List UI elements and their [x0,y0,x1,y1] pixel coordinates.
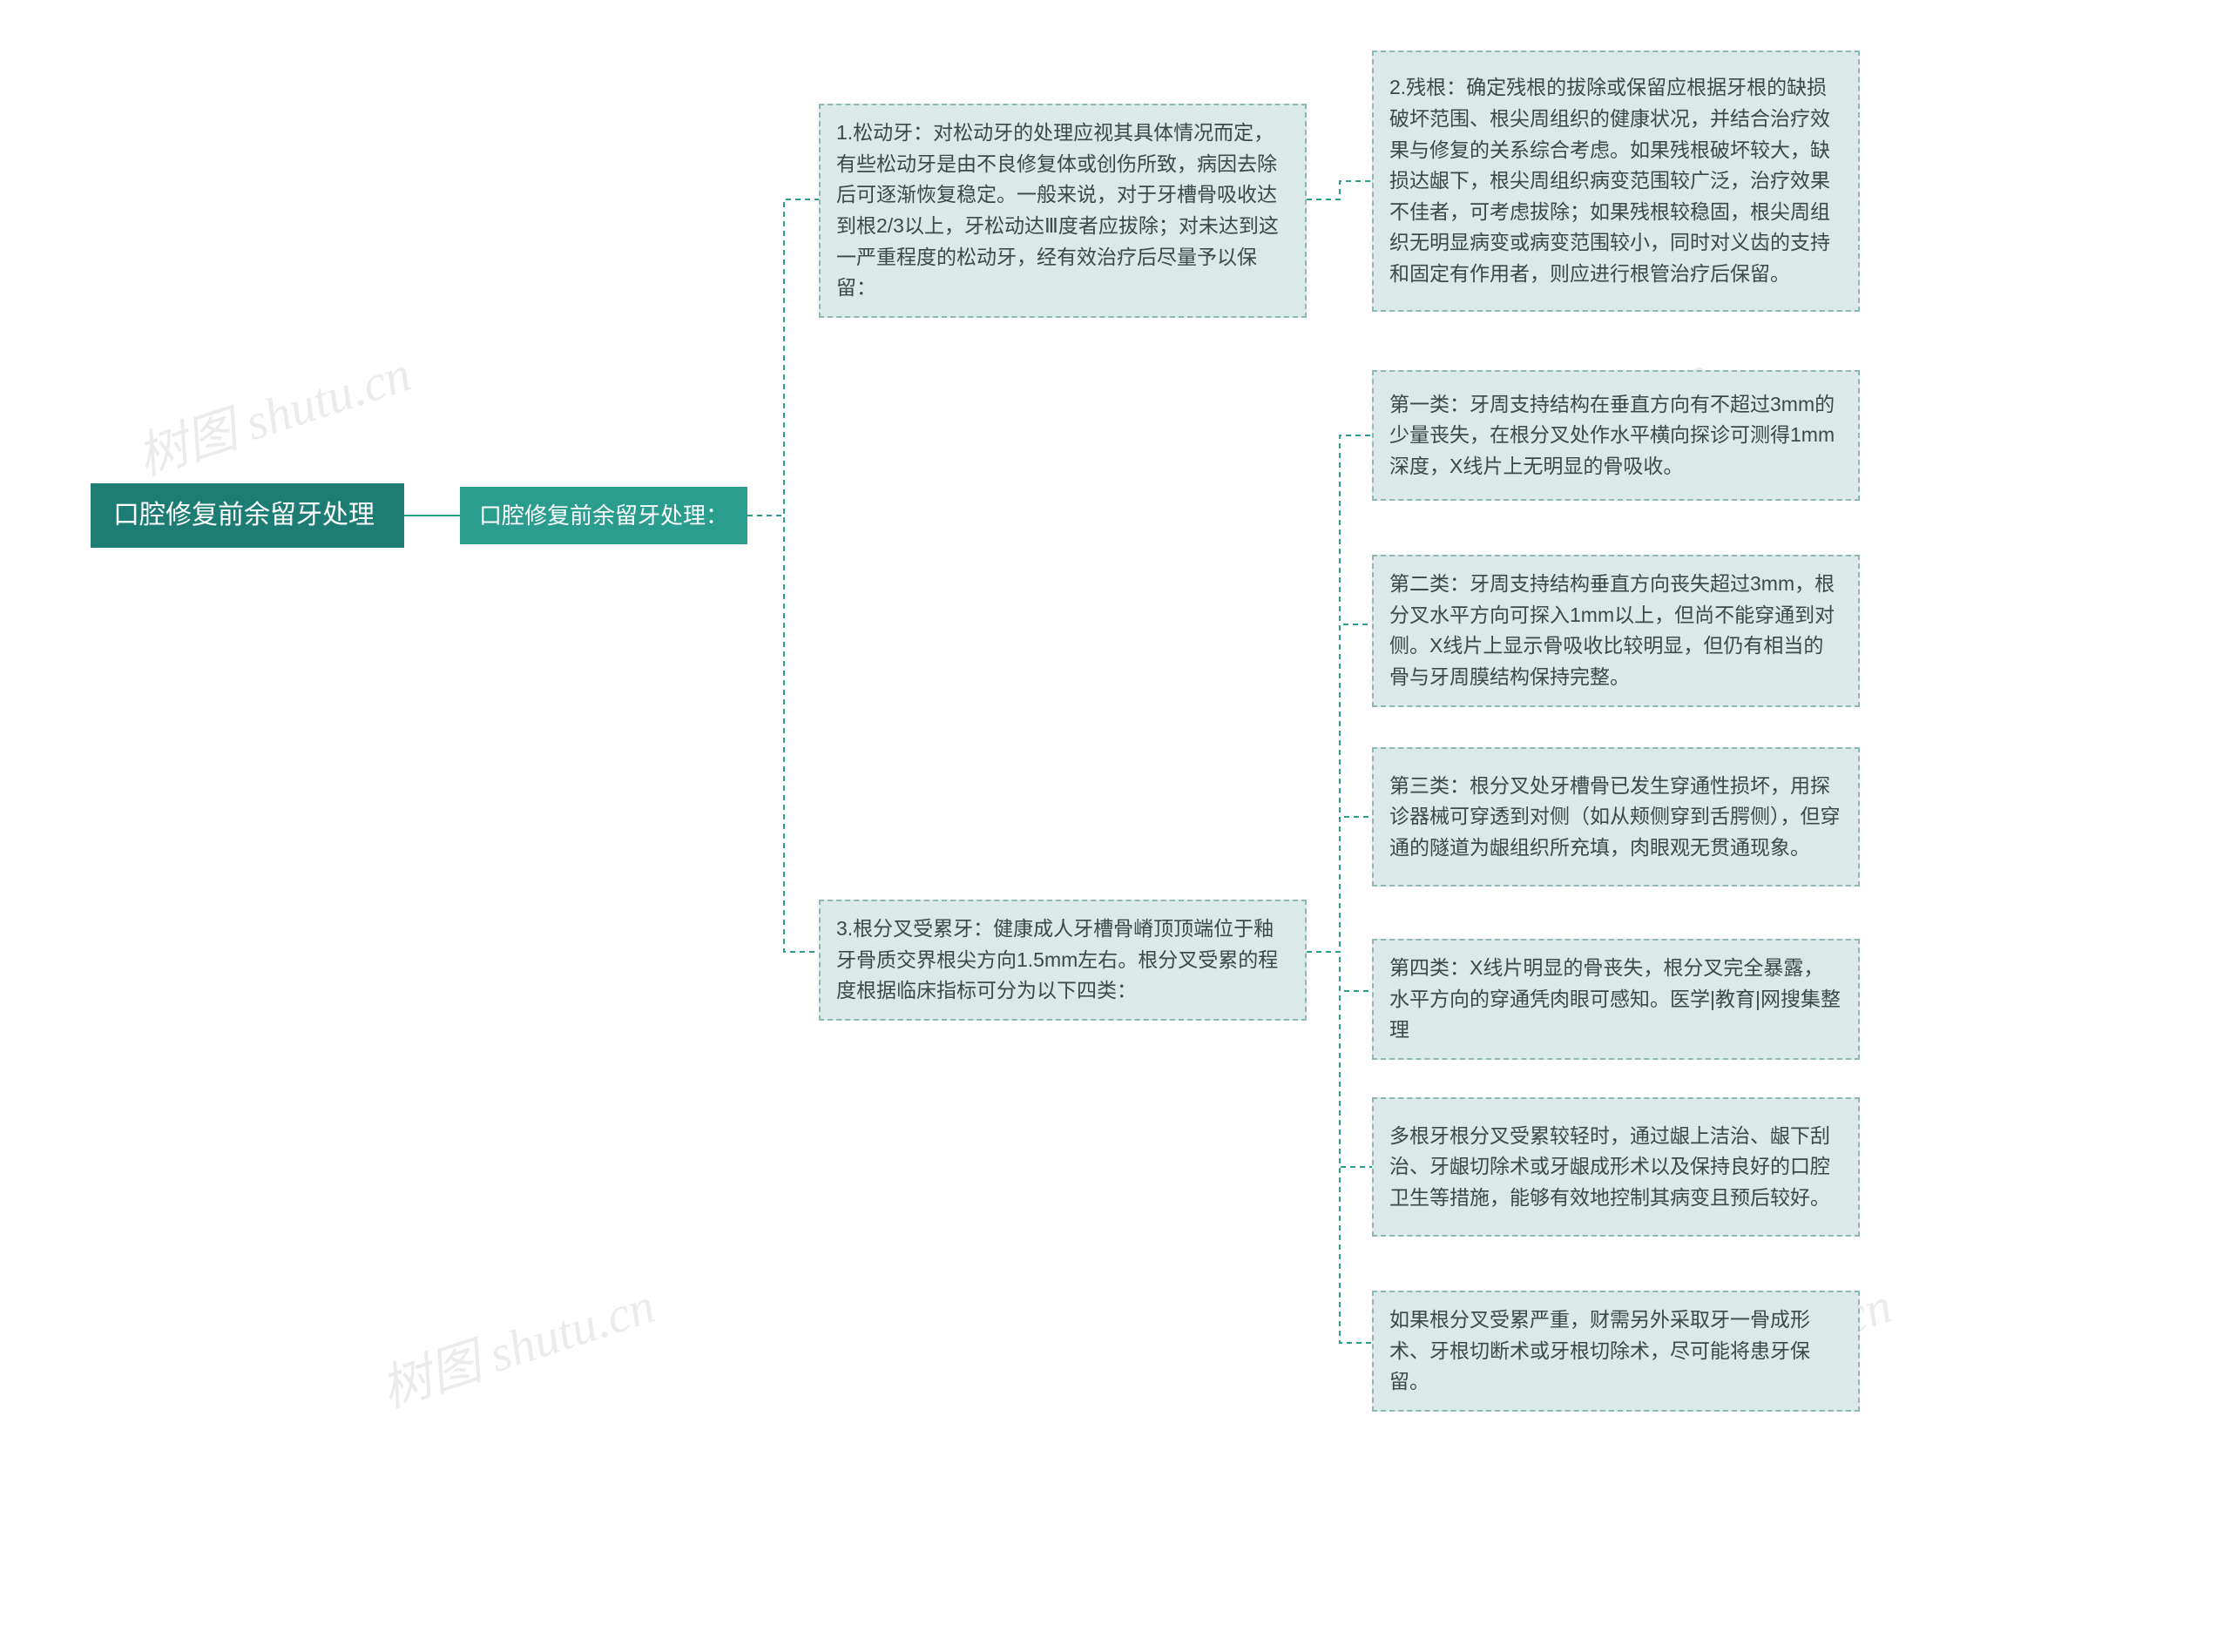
level2-node[interactable]: 口腔修复前余留牙处理： [460,487,747,544]
level3-node-furcation[interactable]: 3.根分叉受累牙：健康成人牙槽骨嵴顶顶端位于釉牙骨质交界根尖方向1.5mm左右。… [819,900,1307,1021]
level4-node-class4[interactable]: 第四类：X线片明显的骨丧失，根分叉完全暴露，水平方向的穿通凭肉眼可感知。医学|教… [1372,939,1860,1060]
root-label: 口腔修复前余留牙处理 [113,496,375,536]
level4-label: 如果根分叉受累严重，财需另外采取牙一骨成形术、牙根切断术或牙根切除术，尽可能将患… [1389,1305,1842,1398]
root-node[interactable]: 口腔修复前余留牙处理 [91,483,404,548]
level4-label: 第二类：牙周支持结构垂直方向丧失超过3mm，根分叉水平方向可探入1mm以上，但尚… [1389,569,1842,693]
level4-node-severe-treatment[interactable]: 如果根分叉受累严重，财需另外采取牙一骨成形术、牙根切断术或牙根切除术，尽可能将患… [1372,1291,1860,1412]
level2-label: 口腔修复前余留牙处理： [479,498,728,533]
level3-label: 1.松动牙：对松动牙的处理应视其具体情况而定，有些松动牙是由不良修复体或创伤所致… [836,118,1289,304]
watermark: 树图 shutu.cn [126,333,418,489]
level4-node-class2[interactable]: 第二类：牙周支持结构垂直方向丧失超过3mm，根分叉水平方向可探入1mm以上，但尚… [1372,555,1860,707]
watermark: 树图 shutu.cn [370,1264,662,1421]
level4-label: 第一类：牙周支持结构在垂直方向有不超过3mm的少量丧失，在根分叉处作水平横向探诊… [1389,389,1842,482]
level3-label: 3.根分叉受累牙：健康成人牙槽骨嵴顶顶端位于釉牙骨质交界根尖方向1.5mm左右。… [836,914,1289,1007]
level3-node-loose-teeth[interactable]: 1.松动牙：对松动牙的处理应视其具体情况而定，有些松动牙是由不良修复体或创伤所致… [819,104,1307,318]
level4-node-class1[interactable]: 第一类：牙周支持结构在垂直方向有不超过3mm的少量丧失，在根分叉处作水平横向探诊… [1372,370,1860,501]
level4-label: 多根牙根分叉受累较轻时，通过龈上洁治、龈下刮治、牙龈切除术或牙龈成形术以及保持良… [1389,1121,1842,1214]
level4-label: 第四类：X线片明显的骨丧失，根分叉完全暴露，水平方向的穿通凭肉眼可感知。医学|教… [1389,953,1842,1046]
level4-node-residual-root[interactable]: 2.残根：确定残根的拔除或保留应根据牙根的缺损破坏范围、根尖周组织的健康状况，并… [1372,51,1860,312]
level4-label: 2.残根：确定残根的拔除或保留应根据牙根的缺损破坏范围、根尖周组织的健康状况，并… [1389,72,1842,289]
level4-label: 第三类：根分叉处牙槽骨已发生穿通性损坏，用探诊器械可穿透到对侧（如从颊侧穿到舌腭… [1389,771,1842,864]
level4-node-mild-treatment[interactable]: 多根牙根分叉受累较轻时，通过龈上洁治、龈下刮治、牙龈切除术或牙龈成形术以及保持良… [1372,1097,1860,1237]
level4-node-class3[interactable]: 第三类：根分叉处牙槽骨已发生穿通性损坏，用探诊器械可穿透到对侧（如从颊侧穿到舌腭… [1372,747,1860,887]
